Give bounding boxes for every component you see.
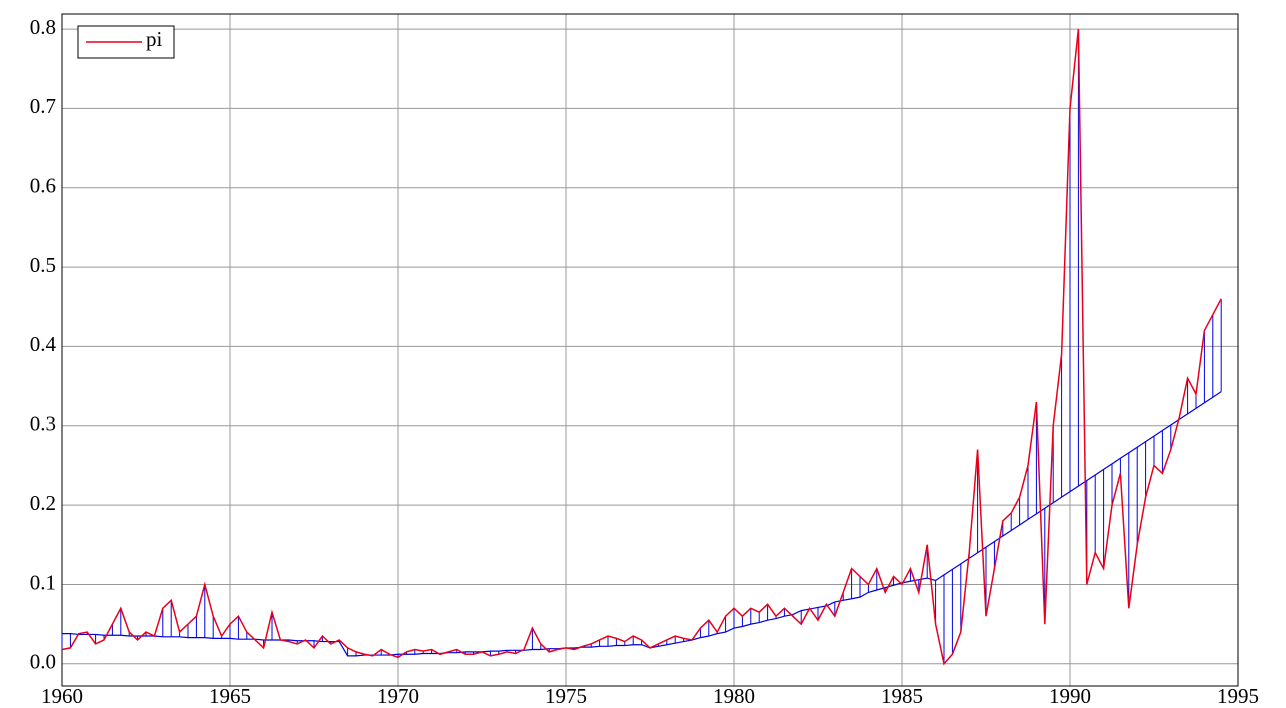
x-tick-label: 1965 <box>209 684 251 708</box>
plot-frame <box>61 13 1239 687</box>
x-tick-label: 1975 <box>545 684 587 708</box>
y-tick-label: 0.5 <box>30 253 56 277</box>
legend-label: pi <box>146 27 163 51</box>
x-tick-label: 1980 <box>713 684 755 708</box>
y-tick-label: 0.3 <box>30 412 56 436</box>
y-tick-label: 0.2 <box>30 491 56 515</box>
y-tick-label: 0.0 <box>30 650 56 674</box>
y-tick-label: 0.7 <box>30 94 56 118</box>
y-tick-label: 0.4 <box>30 332 57 356</box>
x-tick-label: 1970 <box>377 684 419 708</box>
x-tick-label: 1995 <box>1217 684 1259 708</box>
y-tick-label: 0.1 <box>30 570 56 594</box>
x-tick-label: 1960 <box>41 684 83 708</box>
fit-line <box>62 391 1222 657</box>
series-line <box>61 28 1222 666</box>
x-tick-label: 1990 <box>1049 684 1091 708</box>
y-tick-label: 0.6 <box>30 174 56 198</box>
x-tick-label: 1985 <box>881 684 923 708</box>
y-tick-label: 0.8 <box>30 15 56 39</box>
